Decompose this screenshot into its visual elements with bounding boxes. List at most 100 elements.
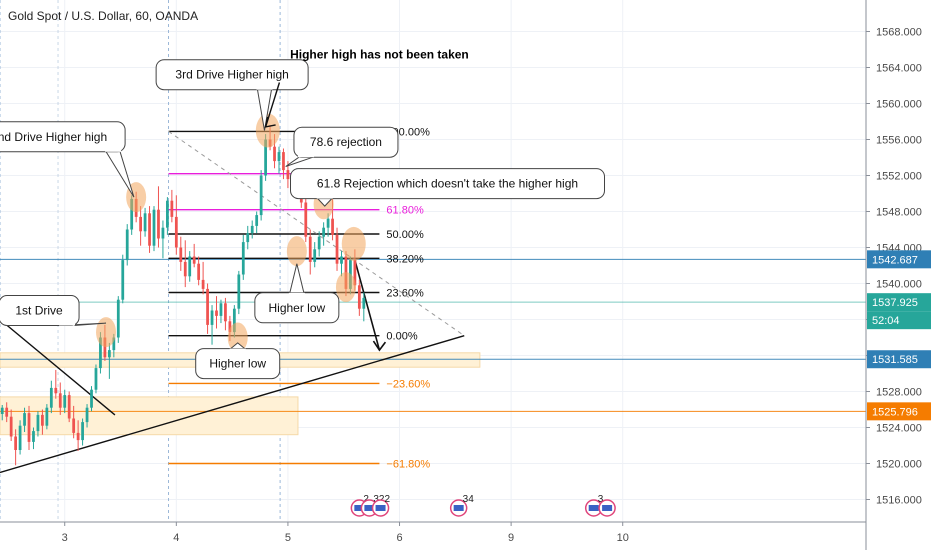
candle-body: [121, 260, 125, 300]
price-tick-label: 1540.000: [876, 279, 922, 291]
chart-title: Gold Spot / U.S. Dollar, 60, OANDA: [8, 9, 198, 23]
candle-body: [362, 297, 366, 309]
callout-pointer: [230, 342, 246, 349]
time-tick-label: 9: [508, 532, 514, 544]
candle-body: [197, 263, 201, 280]
candle-body: [340, 256, 343, 264]
time-axis-panel: [0, 522, 932, 550]
candlesticks[interactable]: [0, 125, 366, 466]
event-count-label: 3: [598, 494, 604, 505]
callout-joint: [59, 323, 76, 326]
level-price-tag-label: 1537.925: [872, 297, 918, 309]
projection-arrow: [354, 259, 381, 351]
candle-body: [161, 227, 165, 239]
candle-body: [201, 279, 205, 289]
horizontal-levels: [0, 258, 866, 412]
callout-box: [155, 59, 309, 91]
candle-body: [335, 234, 339, 264]
annotation-arrow-head: [264, 116, 276, 128]
candle-body: [67, 395, 71, 419]
candle-body: [215, 310, 218, 316]
price-tick-label: 1524.000: [876, 423, 922, 435]
highlight-circle: [335, 272, 356, 303]
candle-body: [112, 337, 116, 351]
callout-text: 2nd Drive Higher high: [0, 130, 107, 144]
candle-body: [90, 389, 93, 408]
level-price-tag-label: 1542.687: [872, 254, 918, 266]
time-tick-label: 5: [285, 532, 291, 544]
candle-body: [224, 303, 227, 322]
price-tick-label: 1552.000: [876, 171, 922, 183]
candle-body: [357, 285, 361, 309]
candle-body: [139, 216, 142, 232]
candle-body: [282, 152, 285, 171]
callout-text: 3rd Drive Higher high: [175, 68, 288, 82]
callout-joint: [105, 149, 122, 152]
price-tick-label: 1568.000: [876, 27, 922, 39]
candle-body: [255, 215, 259, 226]
rising-trendline: [0, 335, 465, 474]
highlight-circle: [96, 317, 117, 348]
fib-level-label: 0.00%: [386, 331, 417, 343]
candle-body: [18, 425, 22, 450]
candle-body: [331, 218, 334, 235]
countdown-tag: [867, 311, 931, 330]
highlight-circle: [227, 322, 248, 353]
highlight-circle: [255, 113, 280, 148]
price-axis-panel: [866, 0, 932, 550]
trendlines[interactable]: [0, 259, 465, 474]
callout-pointer: [289, 263, 305, 293]
candle-body: [259, 175, 263, 216]
candle-body: [54, 387, 58, 394]
level-price-tag: [867, 350, 931, 369]
candle-body: [116, 299, 120, 338]
level-price-tag: [867, 402, 931, 421]
economic-events[interactable]: 2322343: [350, 494, 616, 517]
candle-body: [250, 225, 254, 234]
candle-body: [304, 202, 308, 237]
event-count-label: 2: [385, 494, 391, 505]
candle-body: [353, 260, 357, 286]
candle-body: [326, 218, 330, 228]
level-price-tag: [867, 293, 931, 312]
callout-box: [0, 121, 126, 153]
candle-body: [85, 407, 89, 423]
candle-body: [322, 227, 326, 237]
candle-body: [188, 256, 192, 277]
event-flag-stripe: [354, 505, 365, 511]
callout-box: [293, 126, 399, 158]
callout-joint: [297, 155, 314, 158]
callout-box: [290, 168, 606, 200]
candle-body: [277, 152, 281, 162]
price-tick-label: 1528.000: [876, 387, 922, 399]
candle-body: [72, 418, 76, 433]
candle-body: [99, 337, 102, 369]
price-tick-label: 1516.000: [876, 495, 922, 507]
candle-body: [103, 337, 107, 358]
candle-body: [308, 236, 312, 262]
level-price-tag-label: 1531.585: [872, 354, 918, 366]
callout-text: 78.6 rejection: [310, 135, 382, 149]
candle-body: [273, 146, 276, 162]
candle-body: [9, 416, 13, 437]
candle-body: [219, 303, 223, 316]
price-tick-label: 1548.000: [876, 207, 922, 219]
candle-body: [14, 436, 18, 450]
candle-body: [94, 368, 98, 390]
candle-body: [264, 139, 267, 176]
candle-body: [166, 200, 169, 228]
candle-body: [125, 229, 129, 261]
event-count-label: 34: [463, 494, 475, 505]
callout-joint: [288, 292, 305, 295]
callout-text: Higher low: [268, 301, 325, 315]
event-flag-stripe: [588, 505, 599, 511]
fib-level-label: −23.60%: [386, 378, 430, 390]
candle-body: [232, 308, 236, 333]
candle-body: [206, 288, 209, 325]
candle-body: [45, 407, 49, 426]
candle-body: [107, 350, 111, 358]
candle-body: [76, 432, 80, 441]
